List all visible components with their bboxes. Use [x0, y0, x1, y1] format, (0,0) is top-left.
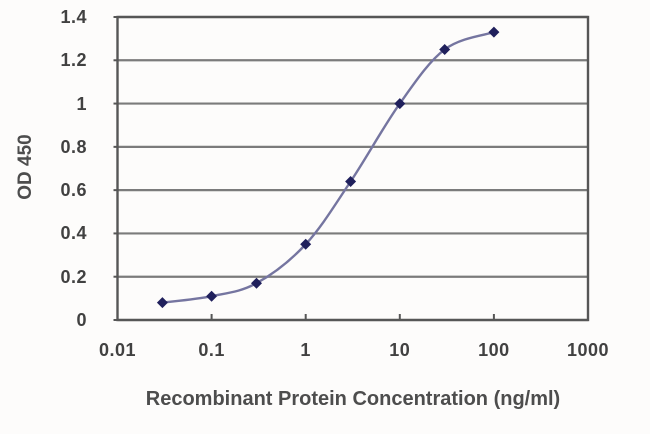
- data-point-marker: [156, 297, 168, 309]
- data-point-marker: [345, 175, 357, 187]
- x-tick-label: 0.1: [198, 340, 225, 360]
- data-point-marker: [439, 43, 451, 55]
- x-tick-label: 1000: [566, 340, 610, 360]
- data-point-marker: [206, 290, 218, 302]
- data-point-marker: [250, 277, 262, 289]
- standard-curve-line: [161, 30, 496, 304]
- y-tick-label: 1: [76, 93, 87, 114]
- y-tick-label: 1.2: [60, 50, 87, 71]
- x-tick-label: 10: [389, 340, 411, 360]
- y-tick-label: 0.6: [60, 180, 87, 201]
- x-tick-label: 0.01: [98, 340, 137, 360]
- y-tick-label: 0.8: [60, 136, 87, 157]
- data-point-marker: [488, 26, 500, 38]
- y-tick-label: 0: [76, 310, 87, 330]
- x-axis-title: Recombinant Protein Concentration (ng/ml…: [145, 388, 561, 410]
- y-tick-label: 1.4: [60, 7, 87, 27]
- y-tick-label: 0.4: [60, 223, 87, 244]
- data-point-marker: [300, 238, 312, 250]
- data-point-marker: [394, 98, 406, 110]
- x-tick-label: 1: [300, 340, 311, 360]
- x-tick-label: 100: [478, 340, 510, 360]
- y-tick-label: 0.2: [60, 266, 87, 287]
